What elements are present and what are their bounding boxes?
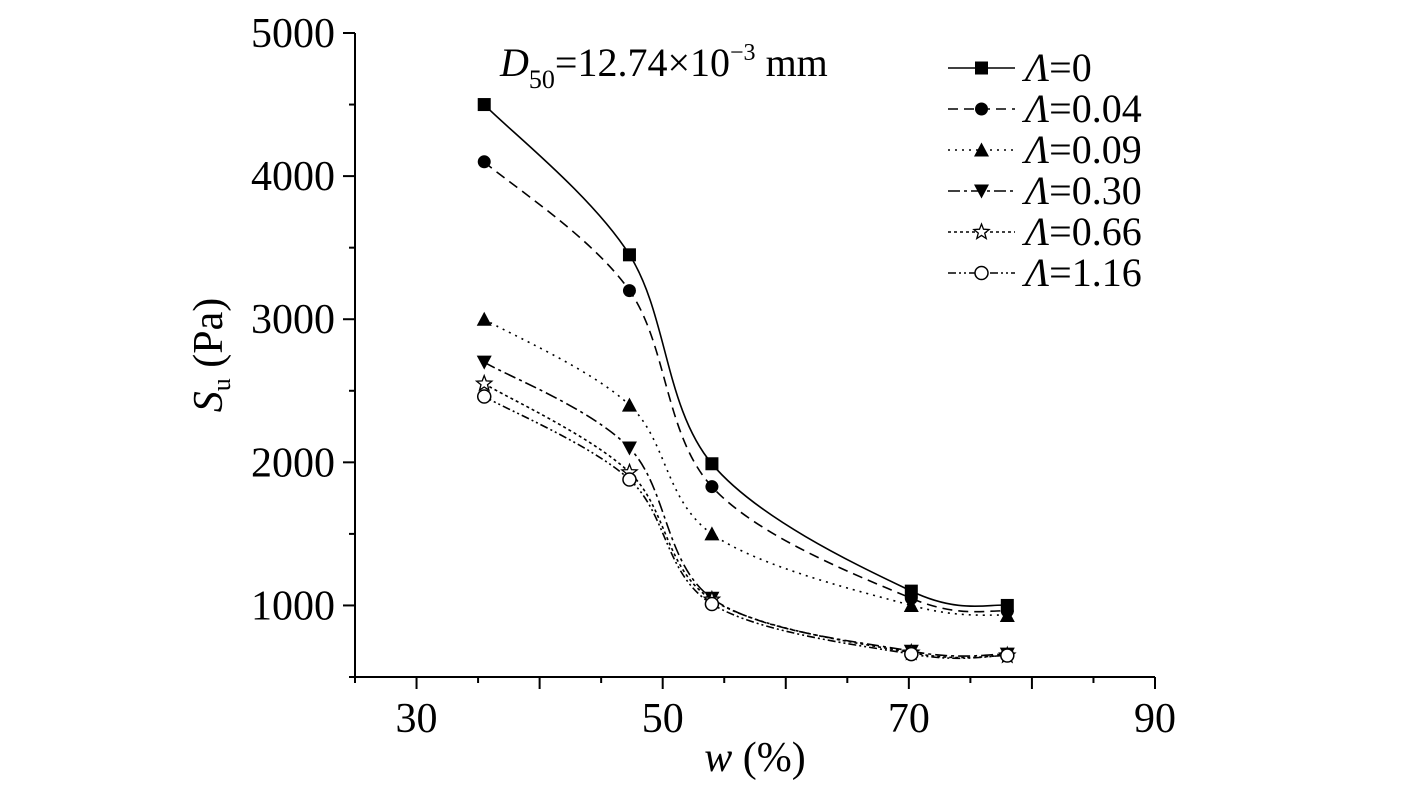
series-curves	[483, 104, 1008, 660]
axes: 1000 2000 3000 4000 5000 30 50 70 90	[251, 11, 1176, 742]
legend-symbol: Λ	[1021, 250, 1049, 295]
data-point-series-2	[903, 597, 919, 612]
y-tick-label: 4000	[251, 154, 335, 200]
y-tick-label: 5000	[251, 11, 335, 57]
data-point-series-1	[705, 480, 719, 494]
data-point-series-2	[999, 607, 1015, 622]
y-tick-label: 1000	[251, 583, 335, 629]
y-axis-var: S	[186, 391, 232, 412]
y-tick-label: 3000	[251, 297, 335, 343]
annotation-var: D	[499, 40, 529, 85]
legend-symbol: Λ	[1021, 127, 1049, 172]
y-axis-title: Su (Pa)	[186, 298, 236, 412]
y-axis-sub: u	[207, 378, 236, 391]
legend-value: =0.04	[1049, 86, 1142, 131]
y-axis-unit: (Pa)	[186, 298, 232, 378]
x-axis-var: w	[704, 735, 732, 781]
data-point-series-2	[621, 397, 637, 412]
x-axis-unit: (%)	[732, 735, 805, 781]
data-point-series-5	[1000, 648, 1015, 663]
data-point-series-1	[622, 284, 636, 298]
legend-marker-2	[974, 142, 989, 157]
annotation-d50: D50=12.74×10−3 mm	[499, 40, 828, 94]
y-tick-label: 2000	[251, 440, 335, 486]
data-point-series-2	[704, 526, 720, 541]
data-point-series-2	[476, 311, 492, 326]
legend-value: =0.09	[1049, 127, 1142, 172]
x-tick-label: 50	[642, 696, 684, 742]
legend-value: =1.16	[1049, 250, 1142, 295]
legend: Λ=0Λ=0.04Λ=0.09Λ=0.30Λ=0.66Λ=1.16	[948, 45, 1142, 295]
legend-label-5: Λ=1.16	[1021, 250, 1142, 295]
annotation-eq: =12.74×10	[555, 40, 730, 85]
legend-symbol: Λ	[1021, 168, 1049, 213]
series-line-0	[483, 104, 1008, 608]
data-point-series-3	[476, 355, 492, 370]
legend-marker-1	[975, 102, 988, 116]
data-point-series-5	[476, 389, 492, 404]
data-point-series-5	[704, 596, 720, 612]
legend-symbol: Λ	[1021, 45, 1049, 90]
legend-symbol: Λ	[1021, 209, 1049, 254]
data-point-series-0	[477, 98, 491, 112]
annotation-unit: mm	[756, 40, 828, 85]
data-point-series-4	[474, 373, 494, 392]
series-line-4	[483, 382, 1008, 659]
legend-label-2: Λ=0.09	[1021, 127, 1142, 172]
series-line-3	[483, 361, 1008, 657]
x-axis-title: w (%)	[704, 735, 805, 781]
legend-value: =0.30	[1049, 168, 1142, 213]
legend-marker-4	[972, 222, 991, 240]
legend-value: =0.66	[1049, 209, 1142, 254]
data-point-series-1	[477, 155, 491, 169]
legend-label-1: Λ=0.04	[1021, 86, 1142, 131]
data-point-series-5	[904, 646, 919, 662]
data-point-series-0	[705, 457, 719, 471]
legend-label-0: Λ=0	[1021, 45, 1092, 90]
series-line-1	[483, 161, 1008, 613]
x-tick-label: 90	[1134, 696, 1176, 742]
x-tick-label: 70	[888, 696, 930, 742]
legend-marker-0	[975, 61, 988, 75]
x-tick-label: 30	[396, 696, 438, 742]
series-markers	[474, 98, 1017, 664]
annotation-sup: −3	[730, 40, 756, 66]
legend-label-4: Λ=0.66	[1021, 209, 1142, 254]
data-point-series-5	[622, 472, 637, 487]
legend-value: =0	[1049, 45, 1092, 90]
legend-label-3: Λ=0.30	[1021, 168, 1142, 213]
data-point-series-0	[622, 248, 636, 262]
annotation-sub: 50	[529, 65, 555, 94]
legend-symbol: Λ	[1021, 86, 1049, 131]
series-line-5	[483, 395, 1008, 660]
legend-marker-3	[974, 184, 989, 199]
legend-marker-5	[974, 265, 989, 281]
data-point-series-3	[621, 441, 637, 456]
series-line-2	[483, 318, 1008, 617]
